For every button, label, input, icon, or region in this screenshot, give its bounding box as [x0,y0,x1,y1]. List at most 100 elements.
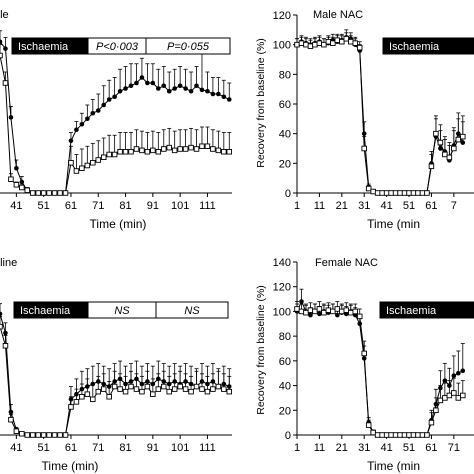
data-point-open [133,386,140,392]
panel-title: ale [0,9,9,21]
data-point-open [221,386,227,392]
data-point-open [117,148,123,155]
data-point-open [424,190,430,196]
data-point-filled [210,91,216,97]
x-tick-label: 71 [448,442,460,454]
data-point-open [117,386,123,392]
data-point-open [374,190,381,196]
data-point-open [312,308,318,315]
y-axis-label: Recovery from baseline (%) [255,285,267,415]
x-tick-label: 1 [294,200,300,212]
data-point-open [46,190,52,196]
data-point-open [383,432,390,438]
data-point-open [334,306,341,312]
data-point-open [90,159,96,166]
data-point-open [95,157,102,163]
data-point-open [446,392,453,399]
data-point-open [424,432,430,438]
data-point-filled [460,140,466,145]
data-point-open [330,40,336,46]
data-point-filled [0,311,3,317]
data-point-open [57,190,63,196]
y-tick-label: 0 [285,188,291,200]
data-point-filled [85,116,90,122]
x-tick-label: 101 [171,442,189,454]
x-tick-label: 91 [147,442,159,454]
data-point-open [348,309,354,316]
data-point-open [397,432,403,438]
y-tick-label: 60 [279,356,291,368]
data-point-open [334,37,341,43]
data-point-open [312,41,318,48]
data-point-open [51,190,58,196]
data-point-open [348,38,354,45]
y-tick-label: 120 [273,282,291,294]
data-point-open [128,383,134,390]
data-point-open [401,190,408,196]
data-point-filled [177,83,183,89]
panel-title: aline [0,257,17,269]
data-point-open [62,190,69,196]
x-tick-label: 51 [403,200,415,212]
data-point-open [150,147,156,154]
data-point-filled [19,179,25,185]
y-tick-label: 20 [279,405,291,417]
series-line-filled [296,300,464,436]
data-point-open [325,38,332,45]
data-point-filled [123,86,128,91]
data-point-open [410,190,417,196]
panel-female-nac: Female NAC Ischaemia 0 20 40 60 80 100 120 140 1… [255,257,474,473]
data-point-open [316,40,323,46]
data-point-open [8,176,14,182]
x-tick-label: 71 [92,442,104,454]
data-point-open [35,432,41,438]
data-point-open [419,190,426,196]
data-point-open [0,323,3,330]
x-tick-label: 61 [425,442,437,454]
data-point-open [106,151,112,158]
data-point-open [307,43,314,49]
data-point-open [226,388,233,395]
stat-label: P<0·003 [96,41,139,53]
data-point-open [303,309,309,316]
data-point-open [460,133,466,140]
panel-title: Female NAC [315,257,378,269]
data-point-filled [216,91,221,97]
data-point-open [210,386,216,392]
data-point-open [177,383,183,390]
data-point-filled [205,88,210,94]
data-point-filled [308,312,313,318]
data-point-open [428,163,435,170]
data-point-open [161,383,167,390]
data-point-open [316,306,323,312]
data-point-open [177,146,183,152]
data-point-open [374,432,381,438]
data-point-open [166,144,172,151]
data-point-filled [156,86,161,91]
data-point-open [455,136,462,143]
ischaemia-label: Ischaemia [20,305,71,317]
series-line-open [296,38,464,194]
ischaemia-bar: Ischaemia [382,37,474,55]
stat-label: NS [184,305,200,317]
data-point-filled [183,86,188,91]
x-tick-label: 1 [294,442,300,454]
data-point-open [419,432,426,438]
data-point-open [171,386,178,392]
series-line-filled [296,36,464,194]
x-tick-label: 61 [65,442,77,454]
ischaemia-label: Ischaemia [389,41,440,53]
x-tick-label: 7 [451,200,457,212]
data-point-open [365,185,372,192]
data-point-open [139,147,145,154]
x-tick-label: 21 [336,442,348,454]
data-point-open [8,416,14,423]
x-tick-label: 11 [314,200,325,212]
data-point-open [370,429,376,436]
data-point-filled [299,299,304,304]
data-point-filled [14,165,19,171]
data-point-open [406,432,412,438]
data-point-open [40,190,47,196]
data-point-filled [145,80,150,86]
data-point-open [437,397,444,404]
